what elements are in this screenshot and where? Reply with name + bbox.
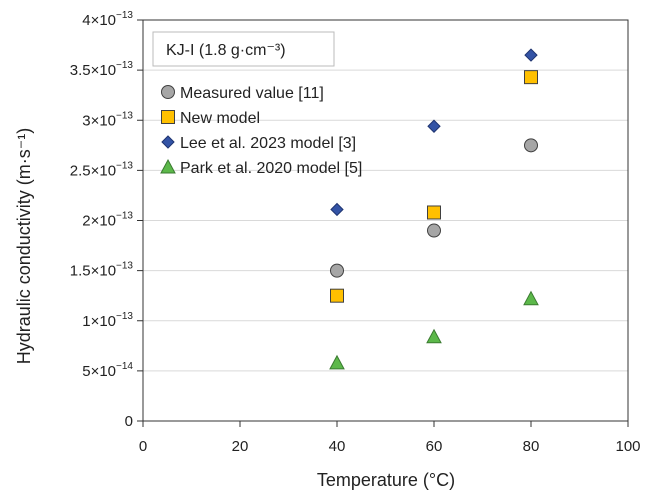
- x-axis-ticks: 0 20 40 60 80 100: [139, 421, 641, 455]
- y-tick-label: 3×10−13: [82, 110, 133, 129]
- data-point-diamond: [330, 202, 344, 217]
- data-point-square: [427, 205, 441, 220]
- data-point-triangle: [426, 328, 442, 344]
- data-point-diamond: [524, 48, 538, 62]
- data-point-square: [524, 70, 538, 85]
- y-axis-title: Hydraulic conductivity (m·s⁻¹): [14, 128, 34, 365]
- y-tick-label: 0: [125, 413, 133, 430]
- legend-label: New model: [180, 110, 260, 127]
- y-axis-ticks: 0 5×10−14 1×10−13 1.5×10−13 2×10−13 2.5×10−13…: [70, 10, 143, 430]
- annotation-box: KJ-I (1.8 g·cm⁻³): [152, 31, 335, 67]
- x-tick-label: 0: [139, 438, 147, 455]
- data-point-triangle: [329, 354, 345, 370]
- y-tick-label: 2×10−13: [82, 211, 133, 230]
- legend-label: Lee et al. 2023 model [3]: [180, 135, 356, 152]
- legend-marker-circle: [161, 85, 175, 99]
- data-point-diamond: [427, 119, 441, 133]
- legend-marker-diamond: [161, 135, 175, 149]
- data-points: [329, 48, 539, 370]
- y-tick-label: 2.5×10−13: [70, 160, 134, 179]
- legend-label: Measured value [11]: [180, 85, 324, 102]
- legend-marker-square: [161, 110, 175, 124]
- x-tick-label: 40: [329, 438, 346, 455]
- x-tick-label: 80: [523, 438, 540, 455]
- annotation-text: KJ-I (1.8 g·cm⁻³): [166, 42, 286, 59]
- data-point-circle: [524, 138, 538, 153]
- y-tick-label: 3.5×10−13: [70, 60, 134, 79]
- data-point-circle: [330, 263, 344, 278]
- legend-marker-triangle: [160, 158, 176, 174]
- x-tick-label: 20: [232, 438, 249, 455]
- y-tick-label: 4×10−13: [82, 10, 133, 29]
- data-point-square: [330, 288, 344, 303]
- annotation-frame: [152, 31, 335, 67]
- x-tick-label: 60: [426, 438, 443, 455]
- y-tick-label: 1.5×10−13: [70, 261, 134, 280]
- y-tick-label: 1×10−13: [82, 311, 133, 330]
- legend: Measured value [11] New model Lee et al. 2…: [160, 85, 362, 177]
- legend-label: Park et al. 2020 model [5]: [180, 160, 362, 177]
- data-point-triangle: [523, 290, 539, 306]
- x-tick-label: 100: [615, 438, 640, 455]
- data-point-circle: [427, 223, 441, 238]
- grid-lines: [143, 19, 628, 372]
- x-axis-title: Temperature (°C): [317, 470, 455, 490]
- y-tick-label: 5×10−14: [82, 361, 133, 380]
